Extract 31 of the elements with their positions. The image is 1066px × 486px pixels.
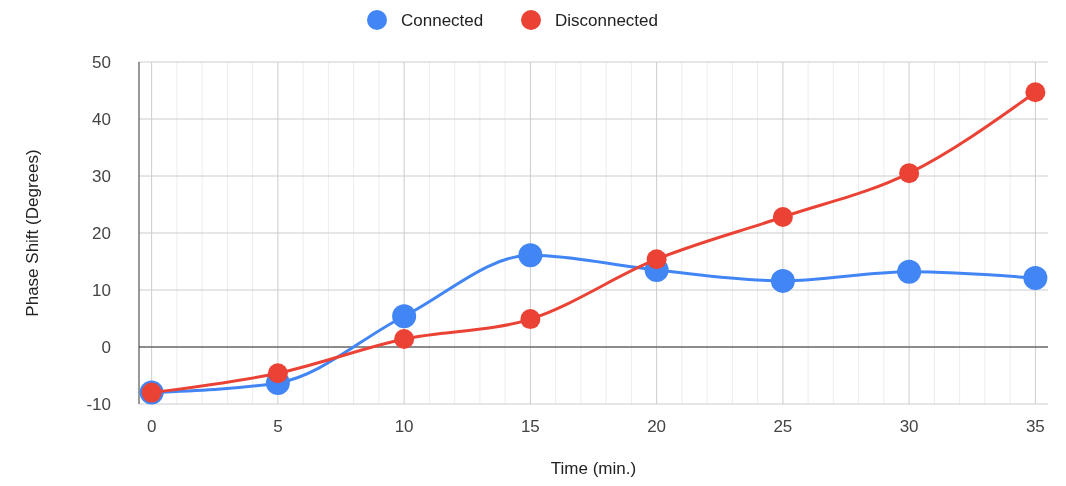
y-tick-label: 50 [92,53,111,72]
point [1025,82,1046,103]
point [518,243,543,268]
point [899,163,920,184]
x-tick-label: 35 [1025,417,1045,436]
y-tick-label: 0 [101,338,111,357]
point [520,309,541,330]
point [267,363,288,384]
legend-label: Connected [401,11,484,30]
x-tick-label: 10 [394,417,414,436]
point [770,268,795,293]
point [772,207,793,228]
point [394,329,415,350]
x-tick-label: 0 [146,417,157,436]
x-tick-label: 25 [773,417,793,436]
y-tick-label: 40 [92,110,111,129]
legend-label: Disconnected [555,11,659,30]
x-tick-label: 15 [520,417,540,436]
x-tick-label: 30 [899,417,919,436]
y-tick-label: 20 [92,224,111,243]
point [646,249,667,270]
point [1023,266,1048,291]
x-tick-label: 5 [273,417,283,436]
y-tick-label: -10 [86,395,111,414]
y-tick-label: 30 [92,167,111,186]
x-axis-title: Time (min.) [550,459,637,478]
y-tick-label: 10 [92,281,111,300]
point [392,304,417,329]
y-axis-title: Phase Shift (Degrees) [23,149,42,317]
x-tick-label: 20 [647,417,667,436]
point [897,259,922,284]
